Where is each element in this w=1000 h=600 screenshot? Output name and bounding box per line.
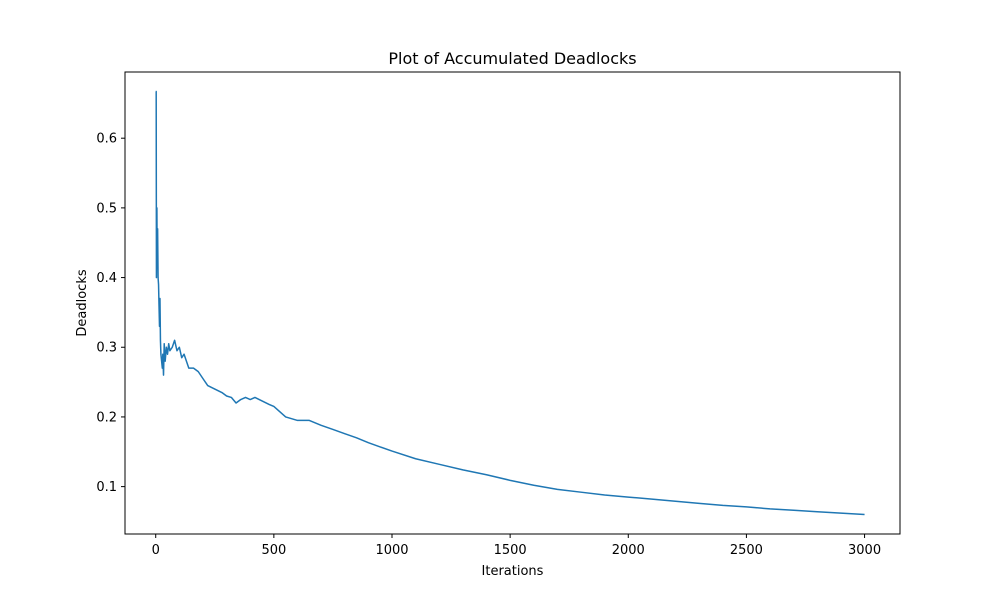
y-tick-label: 0.1 <box>96 480 117 495</box>
y-tick-label: 0.2 <box>96 410 117 425</box>
x-tick-label: 1000 <box>375 543 408 558</box>
y-axis-label: Deadlocks <box>75 269 90 336</box>
y-tick-label: 0.6 <box>96 132 117 147</box>
chart-title: Plot of Accumulated Deadlocks <box>388 49 636 68</box>
plot-frame <box>124 71 901 535</box>
x-axis-label: Iterations <box>482 564 544 579</box>
series-line <box>155 90 865 516</box>
x-tick-label: 2000 <box>612 543 645 558</box>
x-axis: 0 500 1000 1500 2000 2500 3000 <box>152 534 881 558</box>
x-tick-label: 3000 <box>848 543 881 558</box>
plot-background <box>125 72 900 534</box>
x-tick-label: 2500 <box>730 543 763 558</box>
y-tick-label: 0.3 <box>96 341 117 356</box>
y-tick-label: 0.5 <box>96 201 117 216</box>
x-tick-label: 500 <box>261 543 286 558</box>
y-axis: 0.1 0.2 0.3 0.4 0.5 0.6 <box>96 132 125 495</box>
y-tick-label: 0.4 <box>96 271 117 286</box>
x-tick-label: 1500 <box>494 543 527 558</box>
x-tick-label: 0 <box>152 543 160 558</box>
plot-area <box>124 71 901 535</box>
